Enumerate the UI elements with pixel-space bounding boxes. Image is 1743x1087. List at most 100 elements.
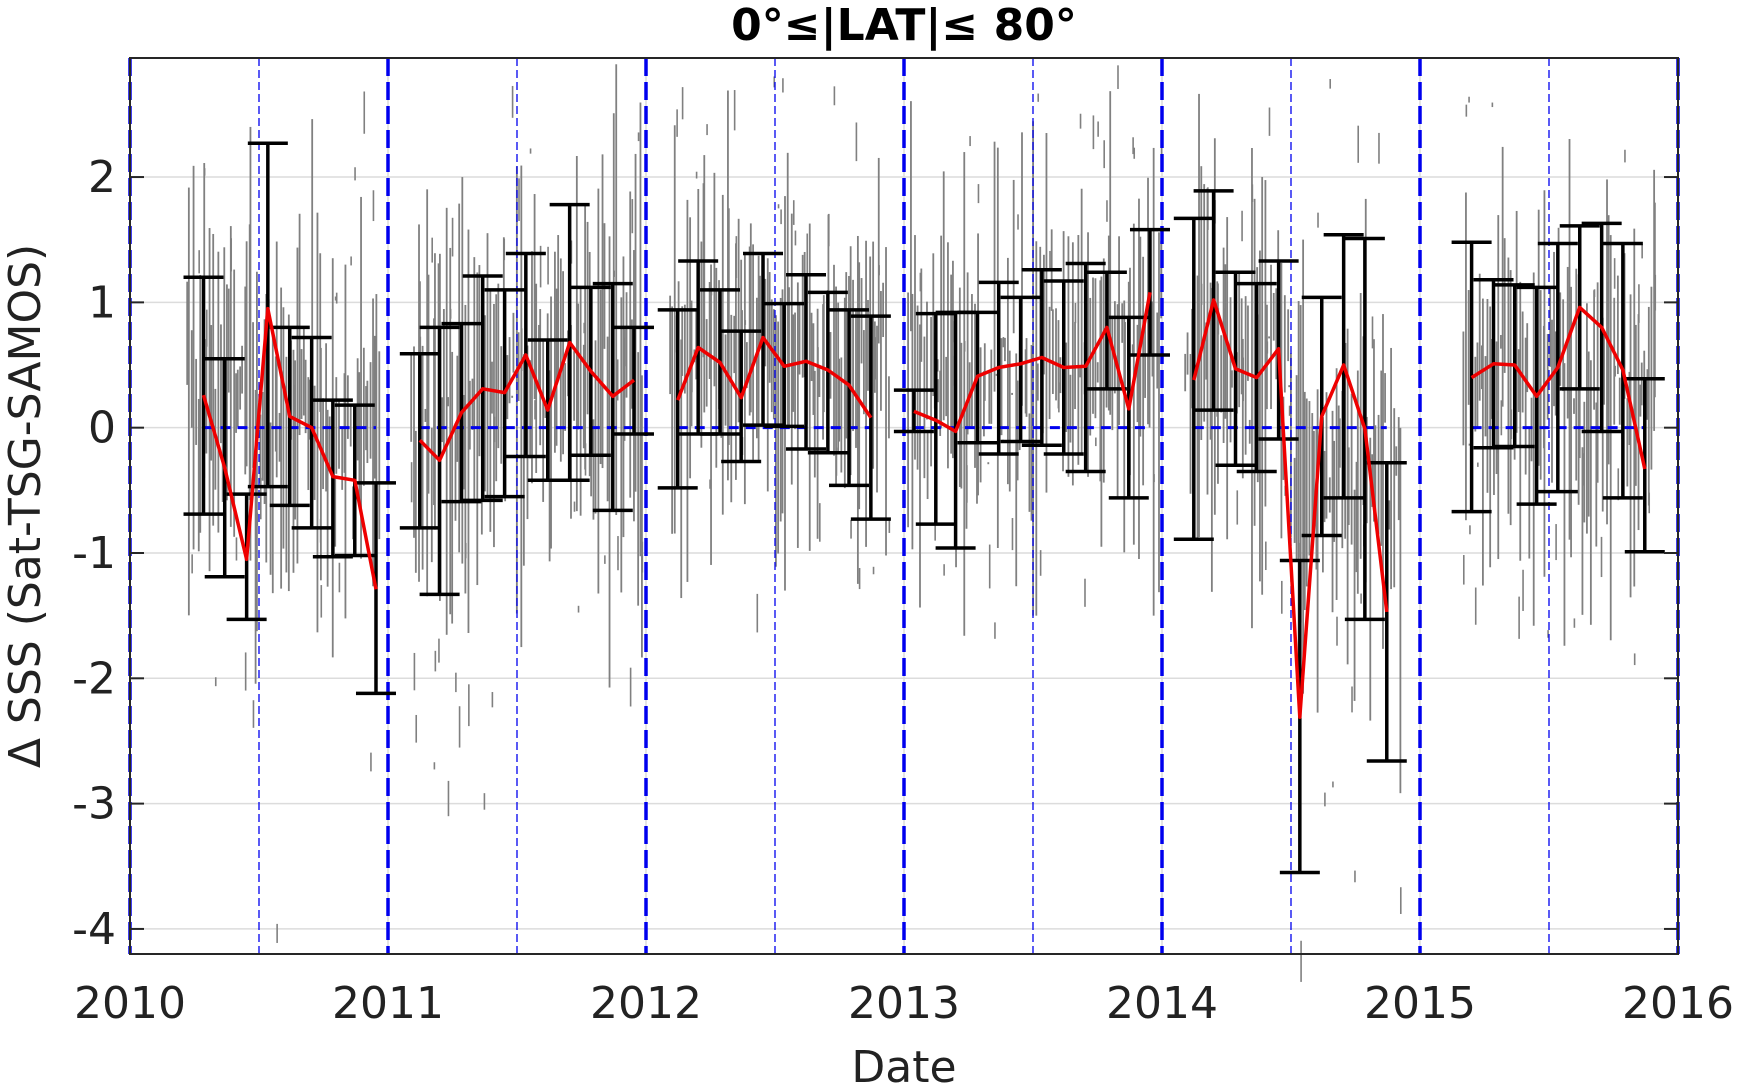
scatter-point [801, 254, 804, 378]
scatter-point [882, 282, 885, 337]
scatter-point [302, 326, 305, 416]
scatter-point [852, 279, 854, 432]
y-tick-label: -2 [72, 653, 116, 704]
scatter-point [1065, 342, 1068, 432]
scatter-point [1551, 319, 1553, 483]
scatter-point [500, 346, 503, 464]
scatter-point [1107, 235, 1110, 411]
scatter-point [542, 340, 545, 502]
scatter-point [715, 267, 718, 468]
scatter-point [608, 236, 611, 688]
scatter-point [1160, 143, 1163, 155]
scatter-point [427, 274, 430, 494]
scatter-point [1500, 334, 1502, 349]
scatter-point [358, 372, 361, 508]
scatter-point [410, 355, 413, 442]
scatter-point [1311, 413, 1314, 542]
scatter-point [338, 398, 340, 469]
scatter-point [829, 332, 832, 399]
scatter-point [1308, 401, 1311, 556]
scatter-point [1205, 322, 1208, 380]
scatter-point [307, 377, 310, 491]
scatter-point [835, 286, 837, 486]
scatter-point [1039, 550, 1042, 576]
scatter-point [858, 568, 861, 590]
scatter-point [1570, 286, 1572, 558]
scatter-point [511, 85, 514, 118]
scatter-point [1618, 377, 1621, 425]
scatter-point [1616, 275, 1619, 375]
scatter-point [934, 511, 936, 541]
scatter-point [1049, 250, 1051, 269]
scatter-point [1189, 354, 1192, 494]
scatter-point [1131, 344, 1134, 357]
scatter-point [575, 155, 578, 512]
scatter-point [1495, 341, 1498, 475]
scatter-point [977, 184, 980, 204]
scatter-point [456, 355, 459, 462]
scatter-point [952, 260, 954, 459]
scatter-point [1240, 298, 1243, 395]
scatter-point [1222, 247, 1225, 443]
scatter-point [360, 196, 362, 559]
scatter-point [263, 319, 266, 504]
scatter-point [1103, 140, 1105, 169]
scatter-point [1058, 382, 1060, 413]
scatter-point [673, 125, 676, 534]
scatter-point [936, 359, 939, 372]
scatter-point [1537, 209, 1540, 466]
scatter-point [812, 323, 815, 415]
scatter-point [971, 294, 973, 427]
scatter-point [344, 264, 347, 619]
scatter-point [1634, 324, 1637, 486]
scatter-point [796, 282, 799, 548]
scatter-point [1546, 334, 1549, 420]
scatter-point [433, 762, 436, 770]
scatter-point [1399, 427, 1402, 794]
scatter-point [1603, 335, 1605, 405]
scatter-point [473, 257, 476, 502]
scatter-point [350, 256, 352, 266]
scatter-point [464, 542, 467, 559]
scatter-point [1382, 314, 1384, 649]
scatter-point [1503, 238, 1506, 373]
scatter-point [547, 246, 549, 285]
scatter-point [259, 477, 262, 520]
scatter-point [378, 351, 381, 540]
scatter-point [858, 262, 861, 510]
scatter-point [1365, 416, 1368, 524]
scatter-point [372, 298, 374, 587]
scatter-point [1360, 593, 1362, 604]
scatter-point [819, 503, 821, 542]
scatter-point [689, 217, 692, 479]
scatter-point [1648, 492, 1651, 514]
scatter-point [1186, 332, 1189, 375]
scatter-point [203, 168, 206, 176]
scatter-point [311, 119, 314, 503]
scatter-point [1528, 427, 1531, 559]
scatter-point [534, 400, 536, 420]
scatter-point [865, 240, 867, 547]
scatter-point [582, 344, 585, 449]
scatter-point [356, 358, 359, 461]
scatter-point [190, 330, 193, 428]
scatter-point [1223, 308, 1225, 318]
scatter-point [198, 250, 200, 274]
scatter-point [855, 311, 857, 448]
scatter-point [1151, 301, 1154, 377]
scatter-point [1509, 270, 1512, 526]
plot-frame [129, 57, 1679, 955]
scatter-point [777, 204, 780, 209]
scatter-point [1609, 235, 1612, 641]
scatter-point [363, 91, 366, 134]
scatter-point [586, 221, 589, 415]
scatter-point [1331, 410, 1334, 613]
scatter-point [727, 208, 730, 445]
scatter-point [1465, 192, 1467, 521]
chart-title: 0°≤|LAT|≤ 80° [731, 0, 1077, 51]
scatter-point [1351, 686, 1353, 713]
scatter-point [573, 351, 575, 421]
scatter-point [483, 793, 486, 810]
scatter-point [792, 200, 795, 225]
